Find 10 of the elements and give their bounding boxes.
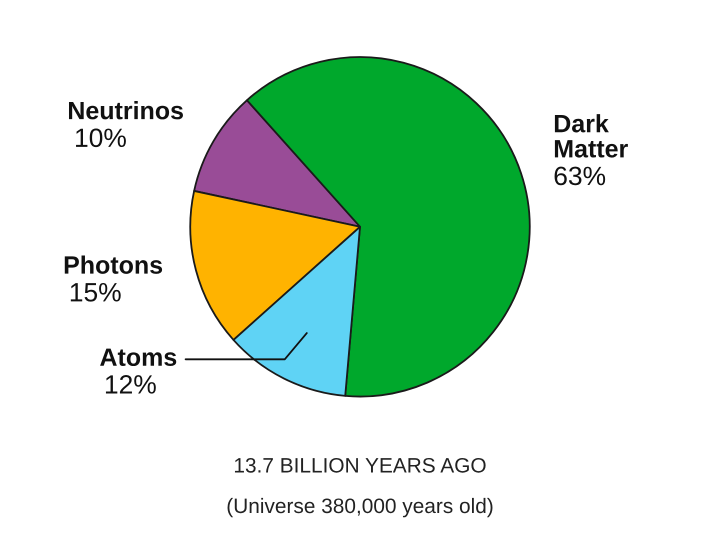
text: (Universe 380,000 years old) bbox=[228, 498, 492, 518]
data-label: 12% bbox=[106, 375, 156, 394]
slice-label: Dark Matter bbox=[554, 114, 628, 158]
slice-label: Atoms bbox=[100, 348, 176, 366]
slice-label: Photons bbox=[64, 256, 162, 274]
slice-label: Neutrinos bbox=[68, 101, 183, 120]
data-label: 10% bbox=[76, 128, 126, 148]
data-label: 15% bbox=[70, 283, 121, 302]
data-label: 63% bbox=[554, 166, 606, 186]
text: 13.7 BILLION YEARS AGO bbox=[234, 458, 486, 473]
